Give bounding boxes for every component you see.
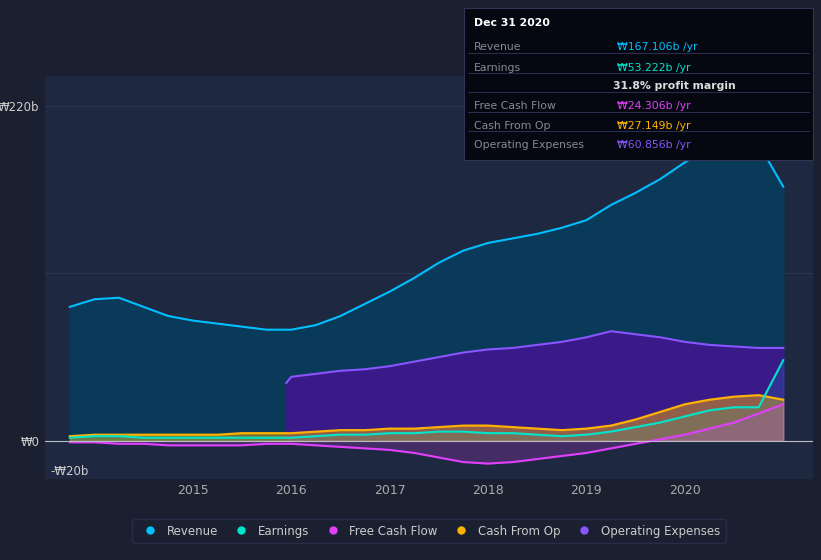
Text: Operating Expenses: Operating Expenses — [474, 140, 584, 150]
Text: Free Cash Flow: Free Cash Flow — [474, 101, 556, 111]
Text: 31.8% profit margin: 31.8% profit margin — [613, 81, 736, 91]
Text: ₩53.222b /yr: ₩53.222b /yr — [617, 63, 691, 73]
Text: Revenue: Revenue — [474, 42, 521, 52]
Text: Earnings: Earnings — [474, 63, 521, 73]
Text: ₩24.306b /yr: ₩24.306b /yr — [617, 101, 691, 111]
Text: -₩20b: -₩20b — [50, 465, 89, 478]
Text: ₩60.856b /yr: ₩60.856b /yr — [617, 140, 691, 150]
Text: ₩27.149b /yr: ₩27.149b /yr — [617, 120, 691, 130]
Text: Dec 31 2020: Dec 31 2020 — [474, 18, 549, 29]
Legend: Revenue, Earnings, Free Cash Flow, Cash From Op, Operating Expenses: Revenue, Earnings, Free Cash Flow, Cash … — [132, 519, 726, 543]
Text: Cash From Op: Cash From Op — [474, 120, 550, 130]
Text: ₩167.106b /yr: ₩167.106b /yr — [617, 42, 698, 52]
